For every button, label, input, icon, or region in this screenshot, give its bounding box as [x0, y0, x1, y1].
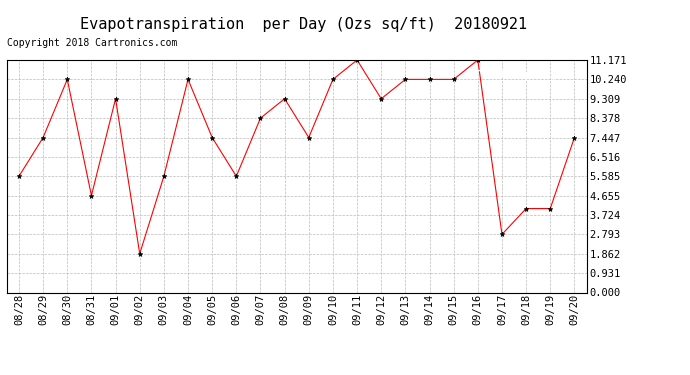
Text: Evapotranspiration  per Day (Ozs sq/ft)  20180921: Evapotranspiration per Day (Ozs sq/ft) 2… — [80, 17, 527, 32]
Text: Copyright 2018 Cartronics.com: Copyright 2018 Cartronics.com — [7, 38, 177, 48]
